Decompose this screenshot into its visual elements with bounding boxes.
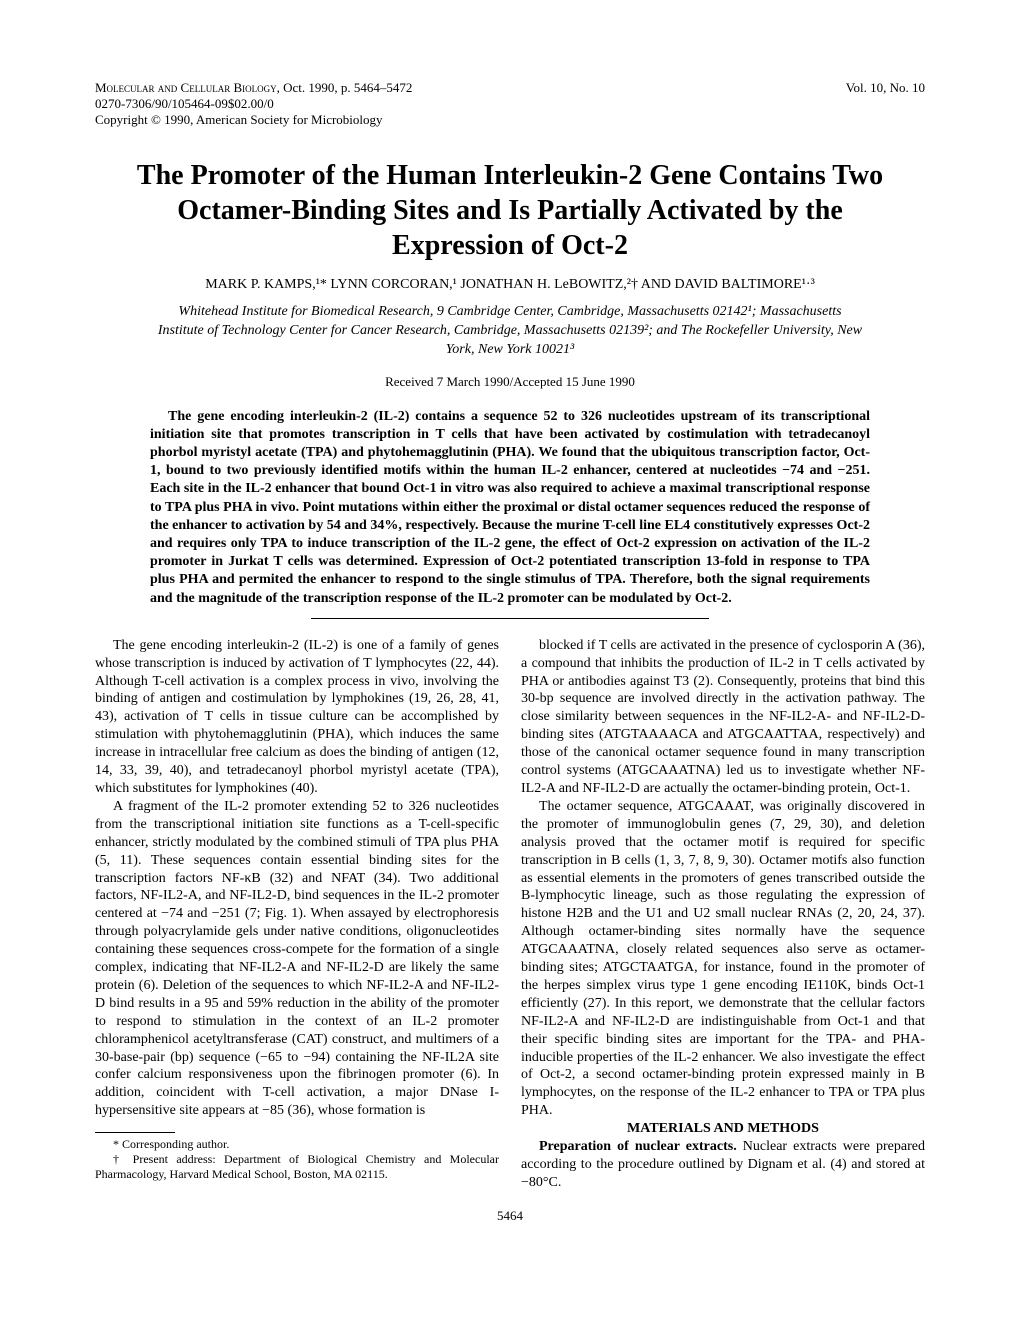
issn-line: 0270-7306/90/105464-09$02.00/0 — [95, 96, 412, 112]
abstract: The gene encoding interleukin-2 (IL-2) c… — [150, 408, 870, 608]
body-text: The gene encoding interleukin-2 (IL-2) i… — [95, 637, 925, 1192]
footnote-rule — [95, 1132, 175, 1133]
header-left: Molecular and Cellular Biology, Oct. 199… — [95, 80, 412, 128]
body-paragraph: The octamer sequence, ATGCAAAT, was orig… — [521, 798, 925, 1120]
footnote: † Present address: Department of Biologi… — [95, 1152, 499, 1182]
body-paragraph: The gene encoding interleukin-2 (IL-2) i… — [95, 637, 499, 798]
page-header: Molecular and Cellular Biology, Oct. 199… — [95, 80, 925, 128]
received-date: Received 7 March 1990/Accepted 15 June 1… — [95, 374, 925, 390]
issue-date: , Oct. 1990, p. 5464–5472 — [277, 80, 413, 95]
authors: MARK P. KAMPS,¹* LYNN CORCORAN,¹ JONATHA… — [135, 277, 885, 293]
subsection-label: Preparation of nuclear extracts. — [539, 1139, 743, 1154]
section-heading: MATERIALS AND METHODS — [521, 1120, 925, 1138]
article-title: The Promoter of the Human Interleukin-2 … — [135, 158, 885, 263]
body-paragraph: Preparation of nuclear extracts. Nuclear… — [521, 1138, 925, 1192]
body-paragraph: blocked if T cells are activated in the … — [521, 637, 925, 798]
volume-number: Vol. 10, No. 10 — [846, 80, 925, 128]
affiliations: Whitehead Institute for Biomedical Resea… — [155, 303, 865, 360]
copyright-line: Copyright © 1990, American Society for M… — [95, 112, 412, 128]
body-paragraph: A fragment of the IL-2 promoter extendin… — [95, 798, 499, 1120]
abstract-divider — [311, 618, 709, 619]
footnotes: * Corresponding author. † Present addres… — [95, 1137, 499, 1182]
page-number: 5464 — [95, 1208, 925, 1224]
journal-name: Molecular and Cellular Biology — [95, 80, 277, 95]
footnote: * Corresponding author. — [95, 1137, 499, 1152]
